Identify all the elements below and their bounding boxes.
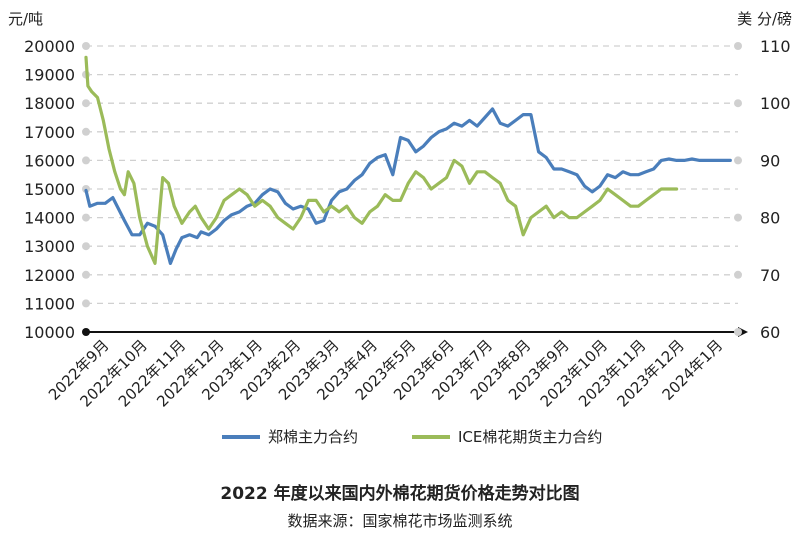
y-left-tick-dot [82,270,90,279]
y-left-tick-label: 12000 [24,266,75,285]
y-left-tick-dot [82,213,90,222]
y-right-tick-dot [734,42,742,50]
y-left-tick-dot [82,242,90,251]
y-right-tick-labels: 110 100 90 80 70 60 [760,37,791,342]
y-left-unit: 元/吨 [8,10,44,28]
legend-swatch [412,434,450,439]
y-left-tick-label: 18000 [24,94,75,113]
legend-swatch [222,434,260,439]
y-left-tick-dot [82,156,90,165]
y-right-tick-label: 90 [760,151,780,170]
y-left-tick-dot [82,299,90,308]
y-left-tick-dot [82,127,90,136]
y-right-tick-label: 110 [760,37,791,56]
y-right-tick-dot [734,328,742,336]
y-left-tick-label: 17000 [24,123,75,142]
y-left-tick-label: 19000 [24,66,75,85]
y-right-tick-dot [734,99,742,108]
gridlines [86,45,738,305]
y-right-tick-label: 80 [760,209,780,228]
legend-label: 郑棉主力合约 [268,428,359,446]
chart-title: 2022 年度以来国内外棉花期货价格走势对比图 [220,484,580,504]
series-line-0 [84,107,732,265]
series-line-1 [84,55,679,265]
y-right-tick-dot [734,270,742,279]
legend-item-zheng: 郑棉主力合约 [222,426,358,447]
series-lines [84,55,732,265]
y-right-tick-label: 100 [760,94,791,113]
y-left-tick-dot [82,42,90,50]
y-right-unit: 美 分/磅 [737,10,792,28]
chart-source: 数据来源：国家棉花市场监测系统 [287,512,513,530]
y-left-tick-label: 15000 [24,180,75,199]
legend-label: ICE棉花期货主力合约 [458,428,603,446]
y-right-tick-label: 70 [760,266,780,285]
axis-origin-dot [82,328,90,336]
y-left-tick-labels: 20000 19000 18000 17000 16000 15000 14000 13000… [24,37,75,342]
y-left-tick-label: 16000 [24,151,75,170]
y-left-tick-label: 10000 [24,323,75,342]
y-left-tick-label: 14000 [24,209,75,228]
y-left-tick-label: 20000 [24,37,75,56]
axes [82,42,748,337]
y-left-tick-label: 13000 [24,237,75,256]
y-left-tick-label: 11000 [24,294,75,313]
x-tick-labels: 2022年9月2022年10月2022年11月2022年12月2023年1月20… [45,336,726,410]
legend-item-ice: ICE棉花期货主力合约 [412,426,602,447]
y-right-tick-dot [734,213,742,222]
legend: 郑棉主力合约 ICE棉花期货主力合约 [0,426,800,450]
y-right-tick-label: 60 [760,323,780,342]
y-left-tick-dot [82,99,90,108]
y-right-tick-dot [734,156,742,165]
